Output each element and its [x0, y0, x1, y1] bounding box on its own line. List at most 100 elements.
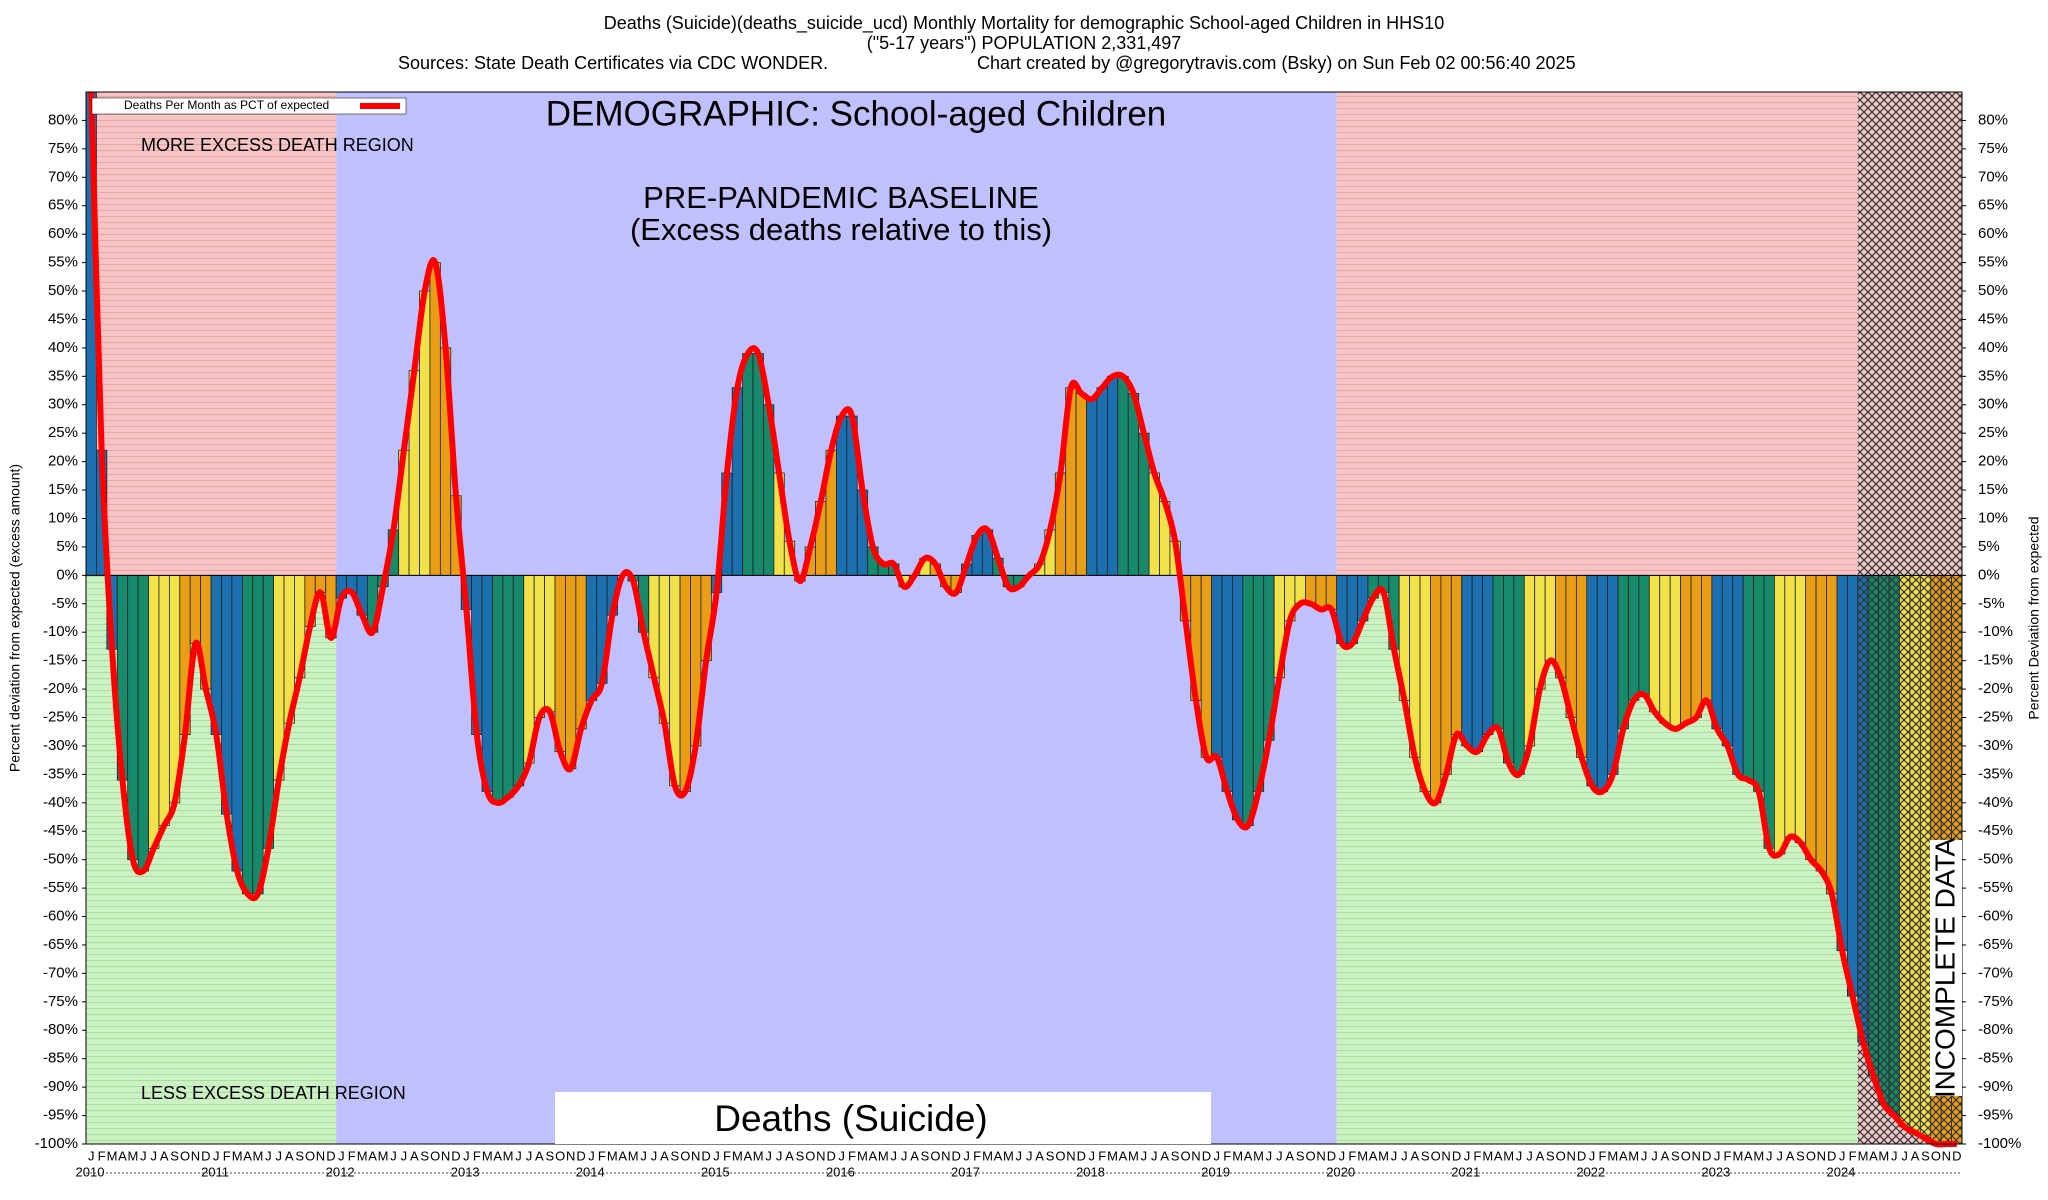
- x-tick-label: M: [1107, 1148, 1118, 1163]
- x-tick-label: J: [776, 1148, 783, 1163]
- x-tick-label: O: [180, 1148, 190, 1163]
- x-tick-label: M: [1878, 1148, 1889, 1163]
- bar: [679, 574, 691, 792]
- x-tick-label: A: [1536, 1148, 1545, 1163]
- x-tick-label: O: [680, 1148, 690, 1163]
- bar: [512, 574, 525, 787]
- x-tick-label: M: [1232, 1148, 1243, 1163]
- x-tick-label: O: [430, 1148, 440, 1163]
- annotation: LESS EXCESS DEATH REGION: [141, 1083, 406, 1103]
- year-label: 2011: [201, 1164, 229, 1179]
- x-tick-label: J: [890, 1148, 897, 1163]
- x-tick-label: J: [150, 1148, 157, 1163]
- x-tick-label: D: [826, 1148, 835, 1163]
- year-label: 2020: [1326, 1164, 1355, 1179]
- y-tick-label: 30%: [48, 396, 78, 413]
- x-tick-label: J: [1401, 1148, 1408, 1163]
- x-tick-label: J: [1839, 1148, 1846, 1163]
- y-tick-label: -90%: [43, 1078, 78, 1095]
- incomplete-box: [1930, 840, 1962, 1096]
- more-excess-region: [86, 92, 337, 576]
- bar: [1450, 574, 1463, 735]
- x-tick-label: A: [1619, 1148, 1628, 1163]
- x-tick-label: F: [473, 1148, 481, 1163]
- x-tick-label: J: [1651, 1148, 1658, 1163]
- x-tick-label: F: [723, 1148, 731, 1163]
- x-tick-label: J: [526, 1148, 533, 1163]
- bar: [752, 353, 764, 576]
- x-tick-label: J: [1016, 1148, 1023, 1163]
- x-tick-label: D: [451, 1148, 460, 1163]
- x-tick-label: J: [390, 1148, 397, 1163]
- bar: [1846, 574, 1859, 997]
- bar: [1127, 392, 1140, 576]
- x-tick-label: N: [1942, 1148, 1951, 1163]
- x-tick-label: J: [640, 1148, 647, 1163]
- y2-tick-label: -15%: [1978, 652, 2013, 669]
- x-tick-label: N: [566, 1148, 575, 1163]
- x-tick-label: J: [901, 1148, 908, 1163]
- bar: [1492, 574, 1504, 730]
- x-tick-label: M: [1253, 1148, 1264, 1163]
- y-tick-label: 15%: [48, 481, 78, 498]
- x-tick-label: A: [368, 1148, 377, 1163]
- x-tick-label: S: [1546, 1148, 1555, 1163]
- y2-tick-label: 45%: [1978, 310, 2008, 327]
- x-tick-label: J: [963, 1148, 970, 1163]
- chart-subtitle: ("5-17 years") POPULATION 2,331,497: [867, 33, 1182, 53]
- bar: [1242, 574, 1254, 826]
- y2-tick-label: 10%: [1978, 509, 2008, 526]
- y-tick-label: -35%: [43, 765, 78, 782]
- x-tick-label: J: [1339, 1148, 1346, 1163]
- x-tick-label: M: [1628, 1148, 1639, 1163]
- year-label: 2024: [1826, 1164, 1855, 1179]
- bar: [1617, 574, 1629, 730]
- x-tick-label: J: [265, 1148, 272, 1163]
- x-tick-label: S: [1046, 1148, 1055, 1163]
- y2-tick-label: -55%: [1978, 879, 2013, 896]
- bar: [1815, 574, 1827, 872]
- x-tick-label: F: [223, 1148, 231, 1163]
- year-label: 2018: [1076, 1164, 1105, 1179]
- x-tick-label: M: [127, 1148, 138, 1163]
- bar: [1503, 574, 1515, 764]
- year-label: 2015: [701, 1164, 730, 1179]
- y2-tick-label: 35%: [1978, 367, 2008, 384]
- x-tick-label: N: [1817, 1148, 1826, 1163]
- bar: [1628, 574, 1640, 701]
- x-tick-label: A: [785, 1148, 794, 1163]
- x-tick-label: O: [1306, 1148, 1316, 1163]
- y-tick-label: 45%: [48, 310, 78, 327]
- y-tick-label: -50%: [43, 851, 78, 868]
- x-tick-label: O: [1055, 1148, 1065, 1163]
- x-tick-label: M: [607, 1148, 618, 1163]
- x-tick-label: O: [1806, 1148, 1816, 1163]
- x-tick-label: D: [326, 1148, 335, 1163]
- annotation: (Excess deaths relative to this): [630, 212, 1052, 247]
- y2-axis-label: Percent Deviation from expected: [2026, 516, 2042, 719]
- bar: [1471, 574, 1483, 753]
- bar: [231, 574, 243, 872]
- x-tick-label: J: [88, 1148, 95, 1163]
- x-tick-label: F: [973, 1148, 981, 1163]
- bar: [429, 262, 441, 576]
- y2-tick-label: -65%: [1978, 936, 2013, 953]
- x-tick-label: A: [1410, 1148, 1419, 1163]
- x-tick-label: N: [441, 1148, 450, 1163]
- x-tick-label: J: [140, 1148, 147, 1163]
- bar: [1544, 574, 1556, 662]
- bar: [1461, 574, 1473, 747]
- bar: [1680, 574, 1692, 724]
- bar: [1482, 574, 1494, 735]
- y2-tick-label: 0%: [1978, 566, 2000, 583]
- bar: [1742, 574, 1754, 781]
- x-tick-label: A: [1494, 1148, 1503, 1163]
- x-tick-label: N: [1566, 1148, 1575, 1163]
- y2-tick-label: 15%: [1978, 481, 2008, 498]
- x-tick-label: D: [201, 1148, 210, 1163]
- x-tick-label: F: [1724, 1148, 1732, 1163]
- sources: Sources: State Death Certificates via CD…: [398, 53, 828, 73]
- y-tick-label: -5%: [51, 595, 78, 612]
- x-tick-label: A: [1911, 1148, 1920, 1163]
- x-tick-label: O: [805, 1148, 815, 1163]
